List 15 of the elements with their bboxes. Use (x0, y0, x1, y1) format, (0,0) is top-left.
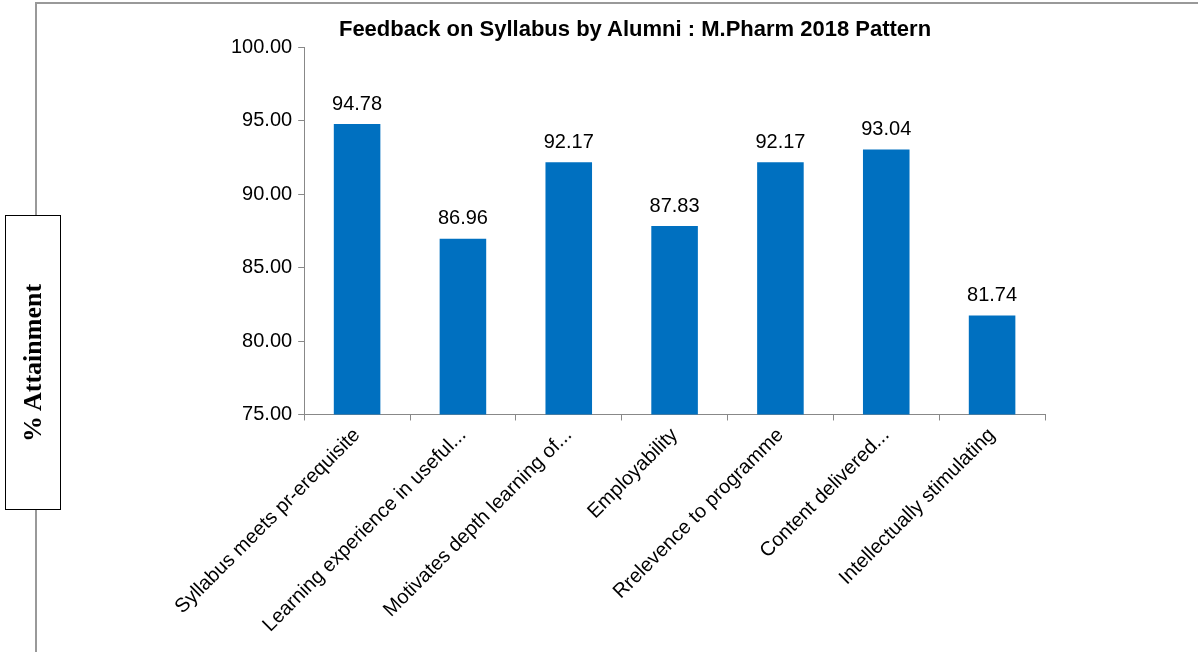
y-tick-label: 80.00 (242, 328, 293, 351)
data-label: 86.96 (437, 206, 488, 229)
y-tick-label: 85.00 (242, 255, 293, 278)
data-label: 81.74 (967, 283, 1018, 306)
data-label: 87.83 (649, 193, 700, 216)
data-label: 92.17 (755, 129, 806, 152)
data-label: 93.04 (861, 117, 912, 140)
data-label: 92.17 (543, 129, 594, 152)
chart-title: Feedback on Syllabus by Alumni : M.Pharm 2018 Pattern (338, 16, 932, 42)
y-tick-label: 95.00 (242, 108, 293, 131)
y-tick-label: 75.00 (242, 402, 293, 424)
y-tick-label: 90.00 (242, 181, 293, 204)
y-tick-label: 100.00 (231, 34, 293, 57)
data-label: 94.78 (332, 91, 383, 114)
y-axis-title: % Attainment (18, 283, 48, 442)
